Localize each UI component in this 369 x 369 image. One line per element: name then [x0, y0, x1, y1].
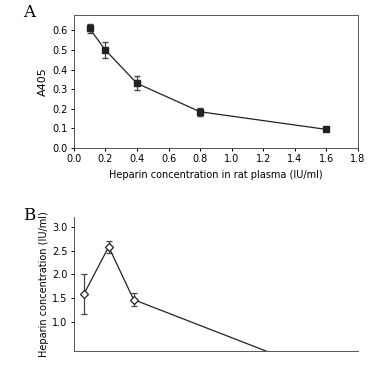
Text: A: A [23, 4, 35, 21]
Y-axis label: Heparin concentration (IU/ml): Heparin concentration (IU/ml) [39, 211, 49, 357]
Text: B: B [23, 207, 35, 224]
Y-axis label: A405: A405 [38, 67, 48, 96]
X-axis label: Heparin concentration in rat plasma (IU/ml): Heparin concentration in rat plasma (IU/… [109, 170, 323, 180]
